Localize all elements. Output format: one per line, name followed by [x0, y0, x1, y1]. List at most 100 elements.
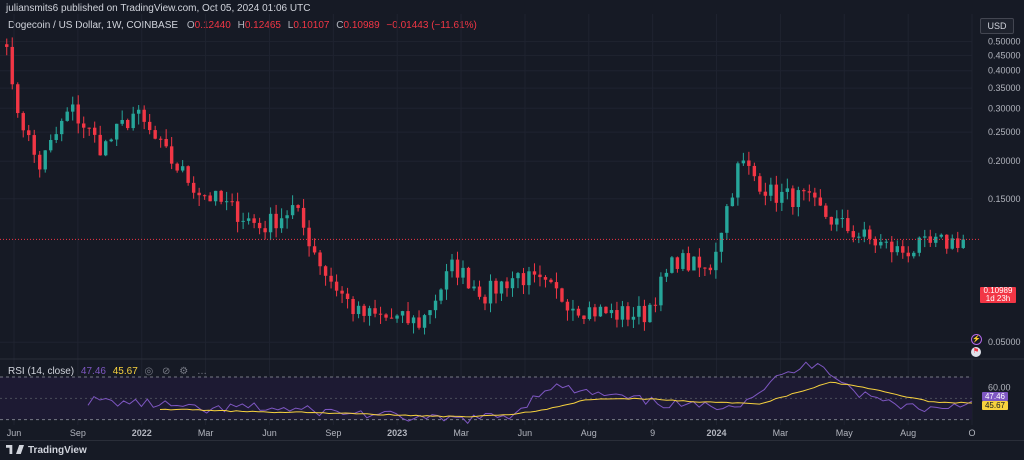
candle-body[interactable] [851, 231, 856, 238]
candle-body[interactable] [554, 282, 559, 289]
candle-body[interactable] [290, 205, 295, 216]
candle-body[interactable] [461, 267, 465, 278]
candle-body[interactable] [538, 274, 542, 278]
rsi-settings-icons[interactable]: ◎ ⊘ ⚙ … [144, 366, 210, 377]
candle-body[interactable] [92, 127, 97, 135]
candle-body[interactable] [125, 119, 130, 129]
candle-body[interactable] [54, 134, 58, 140]
candle-body[interactable] [494, 280, 498, 294]
candle-body[interactable] [807, 191, 812, 193]
candle-body[interactable] [681, 253, 685, 269]
candle-body[interactable] [241, 220, 245, 222]
candle-body[interactable] [60, 120, 64, 135]
candle-body[interactable] [571, 308, 575, 311]
candle-body[interactable] [593, 307, 597, 317]
candle-body[interactable] [516, 273, 520, 279]
candle-body[interactable] [120, 119, 124, 124]
candle-body[interactable] [505, 281, 509, 289]
candle-body[interactable] [521, 273, 526, 286]
candle-body[interactable] [279, 218, 284, 229]
candle-body[interactable] [114, 123, 119, 140]
candle-body[interactable] [466, 267, 471, 289]
candle-body[interactable] [373, 308, 377, 314]
candle-body[interactable] [169, 146, 174, 164]
candle-body[interactable] [235, 201, 240, 222]
candle-body[interactable] [252, 218, 256, 223]
candle-body[interactable] [103, 141, 108, 156]
candle-body[interactable] [609, 310, 614, 314]
candle-body[interactable] [796, 190, 801, 207]
candle-body[interactable] [395, 315, 399, 319]
candle-body[interactable] [439, 289, 443, 301]
candle-body[interactable] [565, 301, 570, 311]
candle-body[interactable] [890, 241, 894, 253]
candle-body[interactable] [191, 182, 196, 193]
candle-body[interactable] [582, 315, 586, 320]
candle-body[interactable] [318, 252, 322, 267]
candle-body[interactable] [758, 176, 762, 192]
candle-body[interactable] [323, 266, 328, 276]
candle-body[interactable] [483, 296, 487, 304]
candle-body[interactable] [785, 188, 790, 192]
candle-body[interactable] [697, 256, 702, 268]
candle-body[interactable] [389, 317, 394, 319]
candle-body[interactable] [906, 252, 910, 257]
candle-body[interactable] [560, 288, 564, 302]
candle-body[interactable] [175, 163, 179, 171]
candle-body[interactable] [301, 207, 306, 228]
candle-body[interactable] [340, 290, 344, 294]
candle-body[interactable] [692, 256, 696, 271]
rsi-label[interactable]: RSI (14, close) [8, 366, 75, 377]
candle-body[interactable] [923, 236, 927, 238]
candle-body[interactable] [208, 195, 212, 202]
candle-body[interactable] [455, 259, 460, 278]
candle-body[interactable] [136, 109, 141, 114]
candle-body[interactable] [285, 215, 289, 219]
candle-body[interactable] [433, 300, 438, 311]
candle-body[interactable] [268, 213, 273, 233]
candle-body[interactable] [477, 286, 482, 297]
candle-body[interactable] [296, 205, 300, 208]
candle-body[interactable] [367, 308, 372, 316]
candle-body[interactable] [246, 218, 251, 221]
candle-body[interactable] [274, 213, 278, 229]
candle-body[interactable] [76, 104, 80, 124]
candle-body[interactable] [714, 251, 718, 271]
candle-body[interactable] [642, 305, 647, 323]
candle-body[interactable] [912, 252, 916, 257]
candle-body[interactable] [180, 166, 185, 171]
candle-body[interactable] [862, 229, 867, 237]
candle-body[interactable] [527, 271, 531, 286]
tradingview-logo[interactable]: TradingView [6, 445, 87, 456]
candle-body[interactable] [950, 238, 954, 249]
candle-body[interactable] [10, 46, 14, 85]
candle-body[interactable] [158, 138, 163, 140]
candle-body[interactable] [549, 279, 553, 283]
candle-body[interactable] [769, 184, 773, 196]
candle-body[interactable] [5, 44, 9, 47]
candle-body[interactable] [813, 192, 817, 198]
candle-body[interactable] [43, 150, 47, 170]
candle-body[interactable] [186, 166, 190, 183]
candle-body[interactable] [98, 134, 102, 156]
candle-body[interactable] [450, 259, 454, 272]
candle-body[interactable] [857, 236, 861, 238]
candle-body[interactable] [736, 163, 740, 198]
flag-icon[interactable]: ⚑ [971, 347, 981, 357]
candle-body[interactable] [406, 311, 410, 324]
candle-body[interactable] [71, 104, 75, 112]
currency-button[interactable]: USD [980, 18, 1014, 34]
candle-body[interactable] [38, 154, 42, 170]
candle-body[interactable] [675, 257, 680, 269]
candle-body[interactable] [356, 305, 361, 315]
candle-body[interactable] [230, 201, 234, 203]
candle-body[interactable] [164, 138, 168, 147]
candle-body[interactable] [65, 111, 69, 121]
candle-body[interactable] [82, 123, 86, 128]
candle-body[interactable] [670, 257, 674, 273]
candle-body[interactable] [334, 281, 339, 291]
candle-body[interactable] [653, 304, 658, 306]
candle-body[interactable] [444, 271, 449, 290]
symbol-title[interactable]: Dogecoin / US Dollar, 1W, COINBASE [8, 20, 179, 31]
candle-body[interactable] [659, 276, 663, 306]
